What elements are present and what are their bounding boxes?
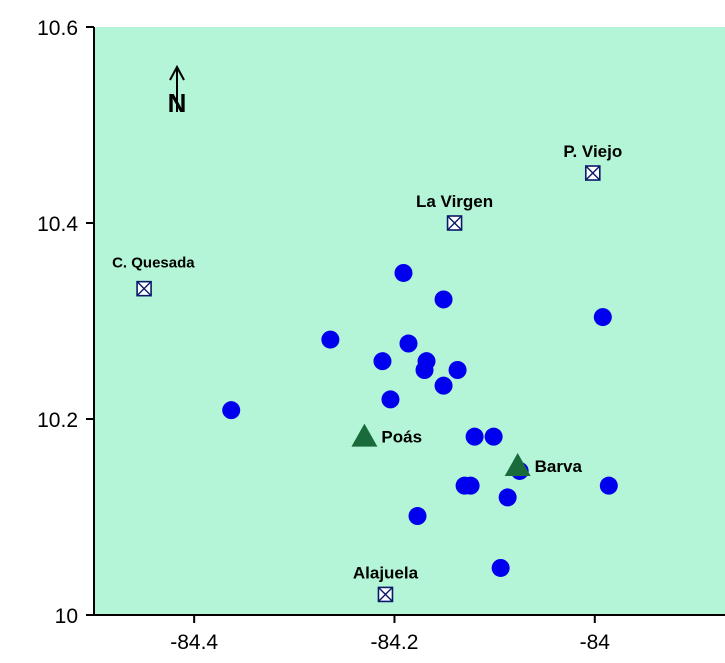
town-marker-icon bbox=[136, 280, 152, 297]
town-label: Alajuela bbox=[353, 563, 419, 582]
volcano-label: Poás bbox=[381, 428, 422, 447]
x-tick-label: -84 bbox=[580, 631, 611, 654]
axis-layer: -84.4 -84.2 -84 10 10.2 10.4 10.6 bbox=[37, 17, 610, 654]
north-arrow-icon: N bbox=[168, 64, 187, 118]
town-label: C. Quesada bbox=[112, 255, 195, 272]
town-label: La Virgen bbox=[416, 192, 493, 211]
data-point bbox=[491, 558, 510, 577]
town-marker-icon bbox=[584, 165, 601, 181]
data-point bbox=[321, 330, 340, 349]
town-label: P. Viejo bbox=[563, 142, 622, 161]
data-point bbox=[498, 488, 517, 507]
data-point bbox=[461, 476, 480, 495]
data-point bbox=[434, 376, 453, 395]
town-layer: C. Quesada La Virgen P. Viejo Alajuela bbox=[112, 142, 622, 603]
volcano-marker-icon bbox=[351, 423, 378, 447]
data-point bbox=[394, 263, 413, 282]
data-point bbox=[415, 361, 434, 379]
data-point bbox=[408, 507, 427, 526]
volcano-label: Barva bbox=[535, 457, 583, 476]
town-marker-icon bbox=[446, 215, 463, 231]
data-point bbox=[381, 390, 400, 409]
data-point bbox=[484, 427, 503, 446]
data-point bbox=[599, 476, 618, 495]
data-point bbox=[448, 361, 467, 379]
y-tick-label: 10.4 bbox=[37, 213, 78, 236]
data-point bbox=[222, 401, 241, 420]
data-point bbox=[465, 427, 484, 446]
town-marker-icon bbox=[377, 586, 394, 603]
points-layer bbox=[222, 263, 618, 577]
data-point bbox=[399, 334, 418, 353]
x-tick-label: -84.4 bbox=[170, 631, 218, 654]
x-tick-label: -84.2 bbox=[371, 631, 419, 654]
data-point bbox=[373, 352, 392, 371]
data-point bbox=[593, 308, 612, 327]
y-tick-label: 10.2 bbox=[37, 409, 78, 432]
y-tick-label: 10.6 bbox=[37, 17, 78, 40]
data-point bbox=[434, 290, 453, 309]
volcano-layer: Poás Barva bbox=[351, 423, 583, 477]
north-arrow-label: N bbox=[168, 88, 187, 118]
volcano-marker-icon bbox=[504, 453, 531, 477]
y-tick-label: 10 bbox=[55, 605, 78, 628]
map-background bbox=[94, 27, 725, 615]
